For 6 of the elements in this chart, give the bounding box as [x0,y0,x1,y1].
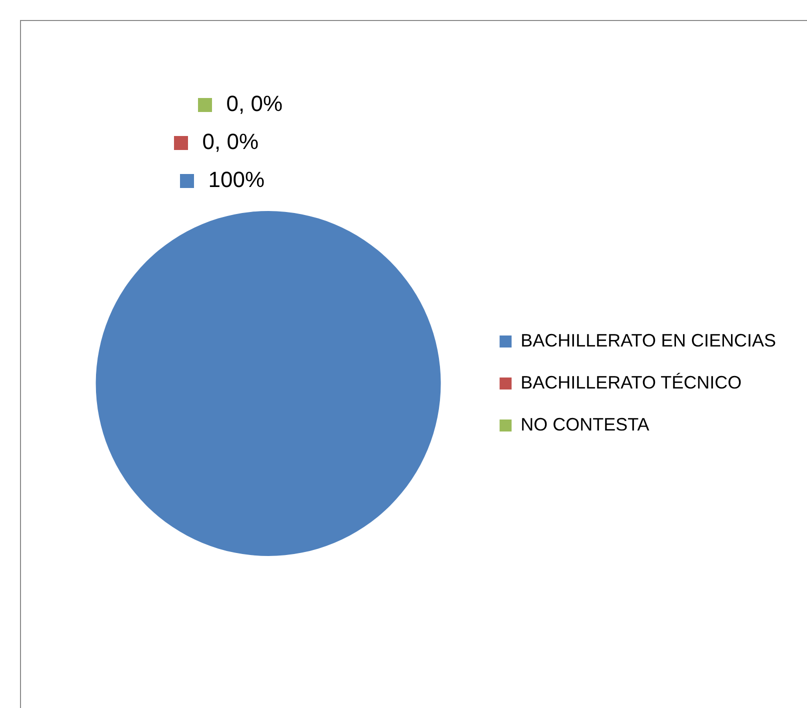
text: 0, 0% [202,129,259,154]
legend-label: NO CONTESTA [520,414,650,434]
data-label: 100% [208,167,265,192]
legend-label: BACHILLERATO EN CIENCIAS [520,330,776,350]
text: 0, 0% [226,91,283,116]
legend-label: BACHILLERATO TÉCNICO [520,372,742,392]
